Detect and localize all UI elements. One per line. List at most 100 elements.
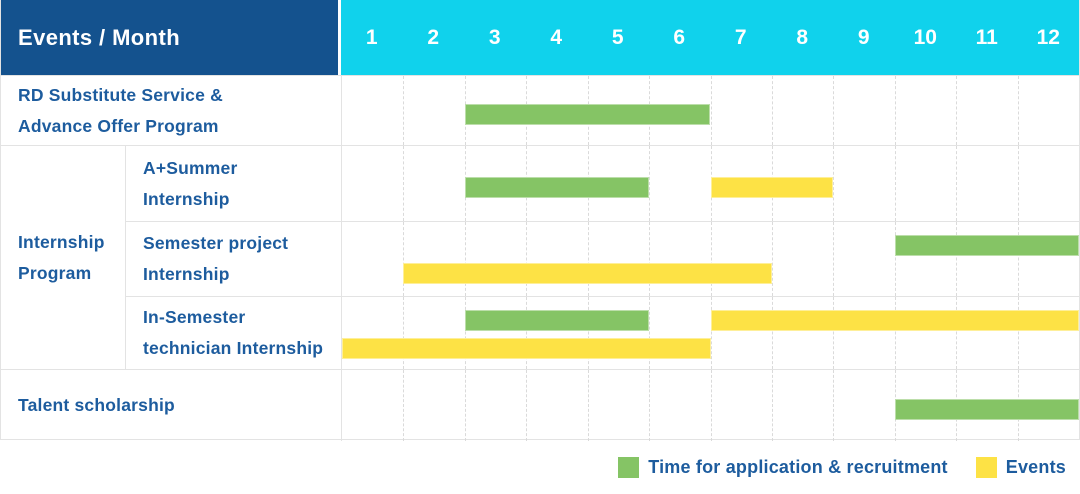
table-row: In-Semester technician Internship bbox=[125, 296, 1079, 369]
month-header-4: 4 bbox=[550, 25, 563, 49]
month-gridline bbox=[649, 222, 651, 296]
month-gridline bbox=[833, 370, 835, 441]
month-gridline bbox=[833, 146, 835, 221]
yellow-swatch-icon bbox=[975, 456, 997, 478]
row-label-line: In-Semester bbox=[143, 307, 246, 327]
timeline-track bbox=[341, 76, 1079, 145]
table-row: A+Summer Internship bbox=[125, 146, 1079, 221]
timeline-track bbox=[341, 370, 1079, 441]
green-swatch-icon bbox=[618, 456, 640, 478]
month-header-1: 1 bbox=[365, 25, 378, 49]
month-gridline bbox=[587, 370, 589, 441]
month-gridline bbox=[956, 146, 958, 221]
month-gridline bbox=[771, 370, 773, 441]
month-gridline bbox=[771, 297, 773, 369]
month-gridline bbox=[1017, 76, 1019, 145]
row-label-line: A+Summer bbox=[143, 157, 238, 178]
legend-item-application: Time for application & recruitment bbox=[618, 456, 948, 478]
table-row: Semester project Internship bbox=[125, 221, 1079, 296]
month-gridline bbox=[649, 370, 651, 441]
month-gridline bbox=[710, 297, 712, 369]
row-label-line: technician Internship bbox=[143, 338, 324, 358]
legend: Time for application & recruitment Event… bbox=[0, 440, 1080, 494]
month-gridline bbox=[956, 222, 958, 296]
row-label-line: Talent scholarship bbox=[18, 395, 175, 415]
legend-item-events: Events bbox=[975, 456, 1066, 478]
row-label-talent-scholarship: Talent scholarship bbox=[1, 370, 341, 441]
application-recruitment-bar bbox=[464, 177, 650, 198]
month-gridline bbox=[403, 76, 405, 145]
month-gridline bbox=[833, 222, 835, 296]
month-gridline bbox=[464, 297, 466, 369]
month-header-3: 3 bbox=[488, 25, 501, 49]
month-header-10: 10 bbox=[913, 25, 937, 49]
row-label-line: Internship bbox=[143, 264, 230, 284]
month-gridline bbox=[833, 76, 835, 145]
row-label-line: Semester project bbox=[143, 233, 289, 253]
application-recruitment-bar bbox=[894, 399, 1079, 420]
row-label-a-plus-summer: A+Summer Internship bbox=[125, 146, 341, 221]
month-gridline bbox=[526, 222, 528, 296]
month-header-2: 2 bbox=[427, 25, 440, 49]
month-gridline bbox=[587, 297, 589, 369]
row-label-rd-substitute: RD Substitute Service & Advance Offer Pr… bbox=[1, 76, 341, 145]
month-gridline bbox=[894, 222, 896, 296]
month-gridline bbox=[1017, 297, 1019, 369]
row-label-semester-project: Semester project Internship bbox=[125, 222, 341, 296]
timeline-track bbox=[341, 146, 1079, 221]
month-gridline bbox=[710, 222, 712, 296]
month-gridline bbox=[403, 222, 405, 296]
month-gridline bbox=[403, 297, 405, 369]
application-recruitment-bar bbox=[464, 310, 650, 331]
month-gridline bbox=[956, 76, 958, 145]
month-gridline bbox=[710, 370, 712, 441]
table-row: RD Substitute Service & Advance Offer Pr… bbox=[1, 75, 1079, 145]
row-label-line: Internship bbox=[143, 188, 230, 209]
month-gridline bbox=[771, 222, 773, 296]
month-header-8: 8 bbox=[796, 25, 809, 49]
month-header-5: 5 bbox=[611, 25, 624, 49]
month-gridline bbox=[710, 76, 712, 145]
month-gridline bbox=[894, 146, 896, 221]
month-gridline bbox=[464, 222, 466, 296]
legend-application-label: Time for application & recruitment bbox=[648, 456, 948, 477]
internship-program-group: Internship Program A+Summer Internship S… bbox=[1, 145, 1079, 369]
event-bar bbox=[403, 263, 772, 284]
month-gridline bbox=[1017, 146, 1019, 221]
month-gridline bbox=[894, 297, 896, 369]
month-header-7: 7 bbox=[734, 25, 747, 49]
month-gridline bbox=[526, 370, 528, 441]
month-header-12: 12 bbox=[1036, 25, 1060, 49]
month-header-9: 9 bbox=[857, 25, 870, 49]
row-label-in-semester-technician: In-Semester technician Internship bbox=[125, 297, 341, 369]
month-gridline bbox=[526, 297, 528, 369]
event-bar bbox=[710, 310, 1079, 331]
month-gridline bbox=[956, 297, 958, 369]
month-gridline bbox=[403, 370, 405, 441]
month-gridline bbox=[464, 370, 466, 441]
schedule-table: Events / Month 1 2 3 4 5 6 7 8 9 10 11 1… bbox=[0, 0, 1080, 441]
events-month-header-label: Events / Month bbox=[18, 24, 181, 50]
timeline-track bbox=[341, 297, 1079, 369]
row-label-line: Advance Offer Program bbox=[18, 115, 219, 136]
table-row: Talent scholarship bbox=[1, 369, 1079, 441]
month-header-strip: 1 2 3 4 5 6 7 8 9 10 11 12 bbox=[341, 0, 1079, 75]
month-header-11: 11 bbox=[975, 25, 998, 49]
events-month-header-cell: Events / Month bbox=[1, 0, 338, 75]
month-gridline bbox=[649, 297, 651, 369]
group-rows: A+Summer Internship Semester project Int… bbox=[125, 146, 1079, 369]
table-header-row: Events / Month 1 2 3 4 5 6 7 8 9 10 11 1… bbox=[1, 0, 1079, 75]
month-gridline bbox=[587, 222, 589, 296]
month-header-6: 6 bbox=[673, 25, 686, 49]
timeline-track bbox=[341, 222, 1079, 296]
application-recruitment-bar bbox=[894, 235, 1079, 256]
header-divider bbox=[338, 0, 341, 75]
month-gridline bbox=[403, 146, 405, 221]
month-gridline bbox=[771, 76, 773, 145]
month-gridline bbox=[649, 146, 651, 221]
application-recruitment-bar bbox=[464, 104, 711, 125]
month-gridline bbox=[833, 297, 835, 369]
month-gridline bbox=[894, 76, 896, 145]
row-label-line: RD Substitute Service & bbox=[18, 84, 223, 105]
